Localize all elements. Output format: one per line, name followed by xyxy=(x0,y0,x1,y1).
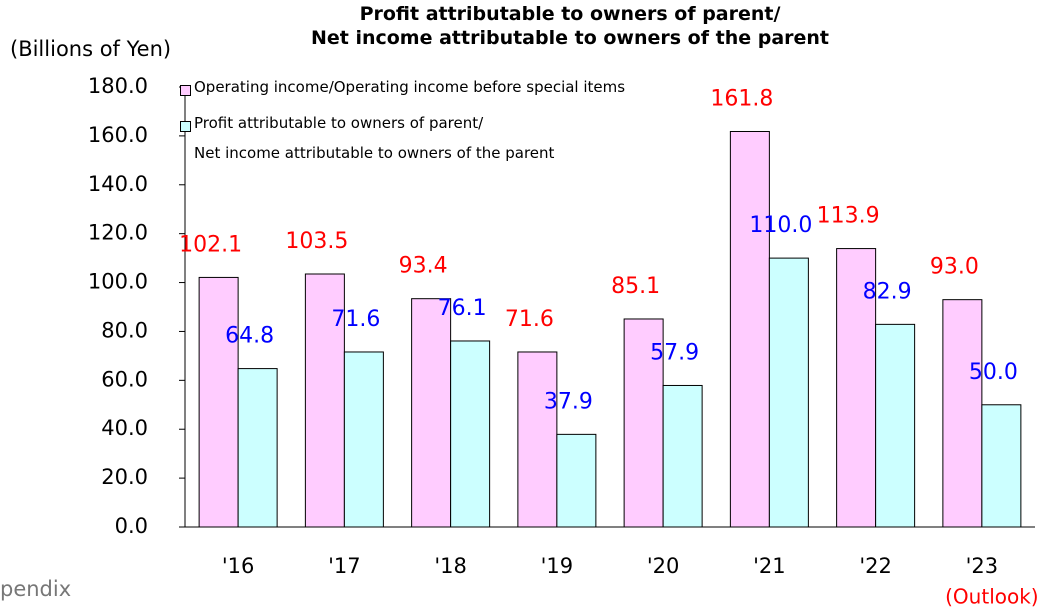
data-label: 113.9 xyxy=(817,204,880,229)
bar xyxy=(623,318,664,528)
y-tick-label: 80.0 xyxy=(101,318,148,342)
x-tick-label: '16 xyxy=(222,554,255,578)
data-label: 71.6 xyxy=(331,307,380,332)
x-tick-label: '21 xyxy=(753,554,786,578)
bar xyxy=(981,404,1022,528)
bar xyxy=(304,273,345,528)
data-label: 57.9 xyxy=(650,340,699,365)
y-tick-label: 0.0 xyxy=(115,514,148,538)
y-tick-label: 120.0 xyxy=(88,221,148,245)
bar xyxy=(875,323,916,528)
legend: Operating income/Operating income before… xyxy=(180,78,625,182)
y-tick-label: 60.0 xyxy=(101,367,148,391)
data-label: 50.0 xyxy=(969,360,1018,385)
bar xyxy=(662,384,703,528)
data-label: 161.8 xyxy=(710,86,773,111)
legend-label: Profit attributable to owners of parent/… xyxy=(194,114,555,162)
y-axis-label: (Billions of Yen) xyxy=(10,37,171,61)
category-note: (Outlook) xyxy=(945,585,1038,609)
x-tick-label: '17 xyxy=(328,554,361,578)
legend-swatch xyxy=(180,85,191,96)
x-tick-label: '18 xyxy=(434,554,467,578)
x-tick-label: '19 xyxy=(541,554,574,578)
x-tick-label: '20 xyxy=(647,554,680,578)
y-tick-label: 140.0 xyxy=(88,172,148,196)
bar xyxy=(942,299,983,528)
bar xyxy=(450,340,491,528)
x-tick-label: '22 xyxy=(859,554,892,578)
chart-title: & Profit attributable to owners of paren… xyxy=(310,0,830,49)
data-label: 110.0 xyxy=(749,213,812,238)
y-tick-label: 180.0 xyxy=(88,74,148,98)
legend-label: Operating income/Operating income before… xyxy=(194,78,626,96)
data-label: 85.1 xyxy=(611,274,660,299)
legend-swatch xyxy=(180,121,191,132)
bar xyxy=(556,433,597,528)
bar xyxy=(198,276,239,528)
data-label: 71.6 xyxy=(505,307,554,332)
bar xyxy=(836,248,877,528)
footer: pendix xyxy=(0,577,71,601)
bar xyxy=(237,368,278,528)
data-label: 82.9 xyxy=(863,279,912,304)
y-tick-label: 20.0 xyxy=(101,465,148,489)
data-label: 76.1 xyxy=(438,296,487,321)
data-label: 37.9 xyxy=(544,389,593,414)
legend-item: Profit attributable to owners of parent/… xyxy=(180,114,625,168)
data-label: 93.0 xyxy=(930,255,979,280)
data-label: 93.4 xyxy=(399,254,448,279)
x-tick-label: '23 xyxy=(966,554,999,578)
y-tick-label: 160.0 xyxy=(88,123,148,147)
y-tick-label: 100.0 xyxy=(88,270,148,294)
bar xyxy=(729,130,770,528)
bar xyxy=(517,351,558,528)
bar xyxy=(343,351,384,528)
data-label: 102.1 xyxy=(179,232,242,257)
data-label: 64.8 xyxy=(225,324,274,349)
bar xyxy=(768,257,809,528)
y-tick-label: 40.0 xyxy=(101,416,148,440)
data-label: 103.5 xyxy=(285,229,348,254)
bar xyxy=(411,298,452,528)
legend-item: Operating income/Operating income before… xyxy=(180,78,625,102)
